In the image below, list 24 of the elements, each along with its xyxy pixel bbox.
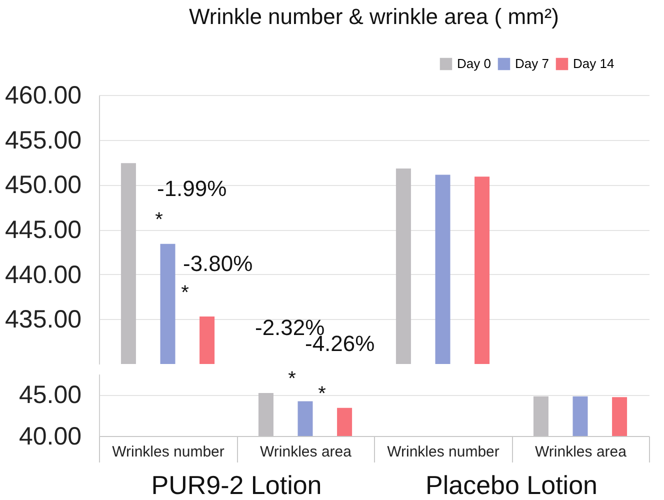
annotation: -1.99% [157,176,227,201]
annotation: * [288,368,296,390]
x-tick-label: Wrinkles area [535,444,628,460]
text: Placebo Lotion [425,470,598,500]
annotation: * [155,209,164,231]
annotation: * [181,282,190,304]
legend-label: Day 7 [515,56,549,71]
legend-label: Day 0 [457,56,491,71]
y-tick-label: 45.00 [18,381,82,410]
y-tick-label: 455.00 [5,126,82,154]
y-tick-label: 445.00 [5,216,82,244]
text: PUR9-2 Lotion [151,470,322,500]
x-tick-label: Wrinkles number [112,444,224,460]
chart-title: Wrinkle number & wrinkle area ( mm²) [188,4,560,29]
annotation: * [318,383,326,405]
legend-label: Day 14 [573,56,614,71]
x-tick-label: Wrinkles number [387,444,500,460]
y-tick-label: 440.00 [5,260,82,289]
y-tick-label: 460.00 [5,82,82,110]
y-tick-label: 435.00 [5,306,82,334]
annotation: -3.80% [183,251,253,276]
x-tick-label: Wrinkles area [260,444,352,460]
y-tick-label: 40.00 [18,422,82,450]
y-tick-label: 450.00 [5,171,82,200]
